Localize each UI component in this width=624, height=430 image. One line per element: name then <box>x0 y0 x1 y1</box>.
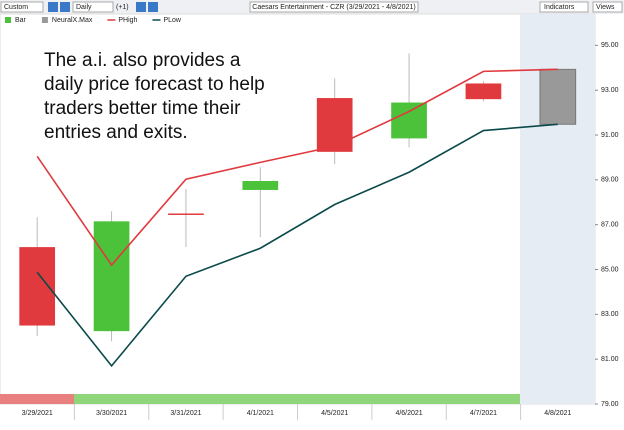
candle-body <box>465 83 502 100</box>
range-select[interactable] <box>0 1 44 13</box>
line-series <box>36 123 558 368</box>
line-series <box>36 68 558 267</box>
forecast-box <box>539 68 577 125</box>
indicators-label: Indicators <box>544 4 575 11</box>
x-tick-label: 4/1/2021 <box>247 410 274 417</box>
x-tick-label: 3/29/2021 <box>22 410 53 417</box>
x-tick-label: 3/31/2021 <box>170 410 201 417</box>
candle-body <box>19 247 56 326</box>
interval-select[interactable] <box>72 1 114 13</box>
offset-label: (+1) <box>116 4 129 11</box>
x-tick-label: 3/30/2021 <box>96 410 127 417</box>
legend-swatch <box>41 17 48 23</box>
x-tick-label: 4/6/2021 <box>395 410 422 417</box>
remove-button[interactable] <box>60 2 70 12</box>
annotation-line: daily price forecast to help <box>44 74 265 95</box>
y-tick-label: 95.00 <box>601 42 619 49</box>
y-tick-label: 83.00 <box>601 311 619 318</box>
x-tick-label: 4/8/2021 <box>544 410 571 417</box>
candle-body <box>242 180 279 190</box>
y-tick-label: 79.00 <box>601 401 619 408</box>
y-tick-label: 91.00 <box>601 132 619 139</box>
y-tick-label: 81.00 <box>601 356 619 363</box>
candle-body <box>168 213 204 215</box>
legend-label: Bar <box>15 17 27 24</box>
x-tick-label: 4/5/2021 <box>321 410 348 417</box>
range-label: Custom <box>4 4 28 11</box>
legend-label: PLow <box>163 17 181 24</box>
legend-label: PHigh <box>118 17 137 24</box>
interval-label: Daily <box>76 4 92 11</box>
y-tick-label: 93.00 <box>601 87 619 94</box>
candle-body <box>93 221 130 332</box>
views-label: Views <box>596 4 615 11</box>
candle-body <box>391 102 427 139</box>
indicators-button[interactable] <box>539 1 589 13</box>
next-button[interactable] <box>148 2 158 12</box>
legend-label: NeuralX.Max <box>52 17 93 24</box>
add-button[interactable] <box>48 2 58 12</box>
prev-button[interactable] <box>136 2 146 12</box>
plot-area <box>0 13 596 405</box>
signal-strip-green <box>74 394 520 404</box>
y-tick-label: 87.00 <box>601 222 619 229</box>
chart-title: Caesars Entertainment - CZR (3/29/2021 -… <box>252 4 415 11</box>
legend-swatch <box>5 17 11 23</box>
candle-body <box>316 98 353 152</box>
signal-strip-red <box>0 394 74 404</box>
annotation-line: entries and exits. <box>44 122 188 143</box>
x-tick-label: 4/7/2021 <box>470 410 497 417</box>
annotation-line: The a.i. also provides a <box>44 50 241 71</box>
y-tick-label: 89.00 <box>601 177 619 184</box>
annotation-line: traders better time their <box>44 98 241 119</box>
y-tick-label: 85.00 <box>601 266 619 273</box>
title-box <box>249 1 419 13</box>
views-button[interactable] <box>592 1 623 13</box>
